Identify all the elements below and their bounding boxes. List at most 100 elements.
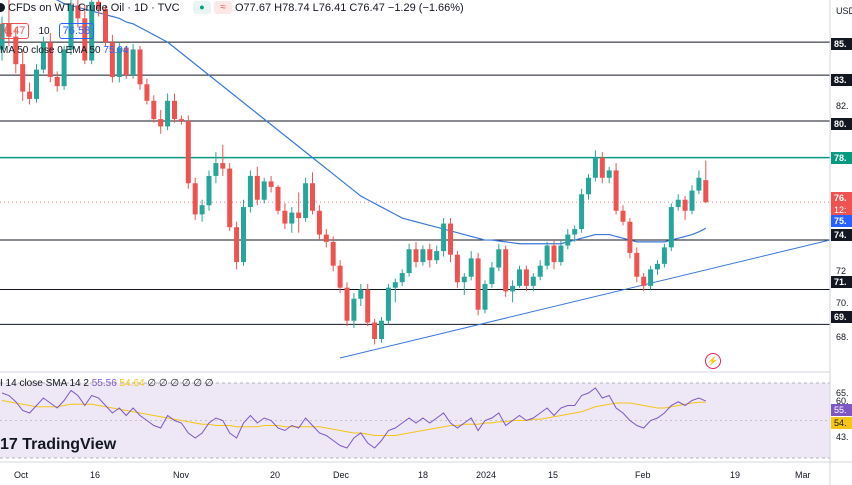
candle (399, 269, 405, 286)
candle (420, 245, 426, 266)
candle-body (68, 5, 74, 50)
candle (406, 243, 412, 277)
candle-body (544, 245, 550, 266)
candle-body (413, 249, 419, 263)
candle-body (392, 282, 398, 288)
price-tag: 78. (831, 152, 852, 164)
replay-icon[interactable]: ⚡ (705, 353, 721, 369)
candle-body (13, 36, 19, 65)
candle-body (227, 168, 233, 228)
candle-body (109, 42, 115, 77)
candle-body (599, 157, 605, 178)
date-tick: 15 (548, 470, 558, 480)
candle (379, 317, 384, 343)
candle (413, 241, 419, 268)
price-tag: 76. (831, 192, 852, 204)
candle-body (634, 252, 640, 277)
candle (523, 265, 529, 292)
candle-body (75, 5, 81, 19)
candle-body (234, 227, 240, 263)
candle (655, 260, 660, 275)
candle (234, 221, 240, 270)
rsi-label: I 14 close SMA 14 2 (0, 378, 89, 389)
candle-body (592, 157, 598, 178)
candle (606, 166, 612, 184)
candle (551, 240, 557, 270)
candle (613, 163, 619, 215)
ema-legend[interactable]: MA 50 close 0 EMA 50 75.04 (0, 45, 128, 56)
candle (434, 245, 440, 264)
candle (703, 160, 709, 204)
candle-body (351, 298, 357, 321)
candle-body (537, 265, 543, 277)
candle-body (627, 221, 633, 253)
candle-body (158, 119, 164, 127)
bid-box[interactable]: 6.47 (0, 23, 30, 39)
candle (351, 293, 357, 329)
candle-body (330, 241, 336, 266)
candle (103, 5, 108, 46)
candle (586, 174, 591, 200)
price-tag-bg (831, 192, 852, 204)
currency-label: USD (836, 6, 852, 16)
candle (441, 218, 447, 257)
market-open-icon: ● (193, 1, 211, 14)
candle-body (572, 229, 578, 235)
candle (344, 282, 350, 327)
candle-body (213, 163, 219, 176)
candle-body (296, 212, 302, 219)
candle (289, 207, 295, 233)
candle-body (661, 247, 667, 264)
price-tag-bg (831, 74, 852, 86)
candle-body (385, 287, 391, 321)
market-status[interactable]: ● ≈ (193, 1, 233, 14)
candle (185, 115, 191, 189)
candle (503, 245, 509, 297)
candle (247, 170, 253, 213)
candle (206, 170, 212, 211)
candle-body (523, 269, 529, 286)
candle-body (579, 194, 585, 230)
rsi-legend[interactable]: I 14 close SMA 14 2 55.56 54.64 ∅ ∅ ∅ ∅ … (0, 378, 214, 389)
ask-box[interactable]: 76.58 (58, 23, 95, 39)
price-tag-bg (831, 229, 852, 241)
rsi-tick: 65. (836, 388, 849, 398)
rsi-tag: 55. (831, 404, 852, 416)
rsi-tag: 54. (831, 417, 852, 429)
support-trendline (339, 239, 831, 359)
candle-body (372, 322, 378, 340)
price-tag-bg (831, 311, 852, 323)
candle (565, 229, 571, 250)
date-tick: Dec (333, 470, 350, 480)
candle (192, 177, 198, 220)
candle (454, 251, 460, 288)
symbol-title[interactable]: CFDs on WTI Crude Oil · 1D · TVC (8, 2, 180, 14)
ema-value: 75.04 (103, 45, 129, 56)
candle (392, 278, 398, 303)
candle (620, 205, 626, 226)
price-tag-bg (831, 152, 852, 164)
price-tag-text: 78. (834, 153, 847, 163)
candle (82, 5, 88, 65)
price-tag-bg (831, 215, 852, 227)
candle-body (151, 100, 157, 120)
candle-body (399, 273, 405, 283)
candle (558, 240, 564, 266)
candle-body (54, 76, 60, 87)
price-tick: 72 (836, 266, 846, 276)
candle-body (130, 49, 136, 76)
candle-body (303, 183, 309, 219)
price-tag-text: 75. (834, 216, 847, 226)
candle-body (116, 47, 122, 77)
candle-body (510, 285, 516, 292)
candle (482, 280, 488, 314)
candle (592, 150, 598, 182)
candle-body (275, 186, 281, 211)
price-tag: 80. (831, 118, 852, 130)
candle-body (337, 265, 343, 288)
date-tick: 18 (418, 470, 428, 480)
candle-body (365, 289, 371, 323)
date-tick: 19 (730, 470, 740, 480)
candle (151, 95, 157, 123)
